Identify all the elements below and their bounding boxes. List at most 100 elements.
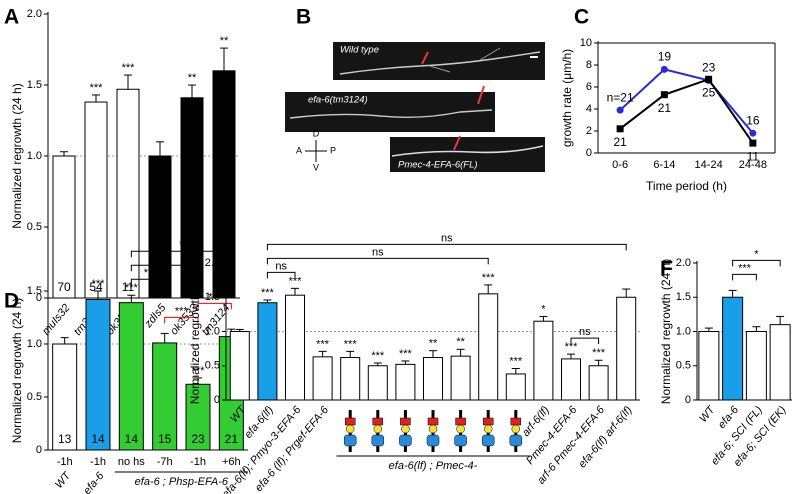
comparison-bracket: [732, 273, 757, 281]
comparison-label: ***: [738, 262, 752, 274]
construct-domain: [510, 417, 522, 426]
comparison-bracket: [266, 243, 627, 251]
comparison-label: ***: [158, 253, 172, 265]
significance: **: [220, 35, 229, 47]
bar: [588, 365, 609, 401]
arrow: [453, 135, 461, 151]
neurite: [391, 145, 544, 157]
bar: [616, 296, 637, 401]
y-axis-label: Normalized regrowth (24 h): [188, 259, 202, 404]
comparison-bracket: [164, 316, 199, 324]
comparison-bracket: [130, 250, 232, 258]
construct-domain: [481, 434, 495, 447]
construct-domain: [456, 424, 465, 434]
significance: ***: [344, 338, 358, 350]
sample-size: 13: [58, 432, 72, 446]
construct-domain: [511, 424, 521, 434]
sample-size: 70: [57, 280, 71, 294]
y-tick-label: 0: [214, 394, 220, 406]
x-tick-label: 0-6: [612, 159, 628, 171]
comparison-bracket: [570, 337, 600, 345]
comparison-bracket: [266, 257, 489, 265]
point-label: 23: [702, 61, 716, 75]
x-tick-label: -1h: [90, 456, 106, 468]
y-tick-label: 1.0: [205, 325, 220, 337]
sample-size: 23: [191, 432, 205, 446]
sample-size: 14: [125, 432, 139, 446]
y-tick-label: 0: [586, 147, 592, 159]
group-label: efa-6(lf) ; Pmec-4-: [389, 460, 478, 472]
y-tick-label: 2.0: [205, 257, 220, 269]
point: [616, 106, 624, 114]
bar: [450, 355, 471, 401]
significance: ***: [565, 341, 579, 353]
panel-letter: A: [4, 6, 19, 29]
comparison-label: *: [754, 248, 759, 260]
construct-domain: [401, 424, 410, 434]
point: [749, 129, 757, 137]
x-tick-label: zdIs5: [142, 301, 169, 330]
construct-domain: [373, 424, 383, 434]
y-tick-label: 2.0: [676, 257, 691, 269]
construct-domain: [482, 417, 494, 426]
image-label: efa-6(tm3124): [308, 95, 368, 106]
compass: [305, 140, 327, 162]
bar: [395, 363, 416, 401]
significance: ***: [592, 347, 606, 359]
bar: [698, 331, 720, 401]
compass-label: V: [313, 162, 319, 172]
panel-letter: C: [574, 6, 589, 29]
construct-domain: [400, 417, 411, 426]
bar: [118, 302, 144, 451]
comparison-bracket: [732, 259, 781, 267]
construct-domain: [483, 424, 493, 434]
significance: ***: [122, 62, 136, 74]
x-axis-label: Time period (h): [646, 179, 727, 193]
sample-size: 15: [158, 432, 172, 446]
y-tick-label: 8: [586, 59, 592, 71]
group-label: efa-6: [81, 469, 107, 494]
y-tick-label: 1.5: [27, 79, 42, 91]
significance: *: [541, 303, 546, 315]
y-tick-label: 0.5: [27, 221, 42, 233]
comparison-label: ***: [208, 291, 222, 303]
y-tick-label: 2: [586, 125, 592, 137]
bar: [52, 343, 78, 451]
arrow: [477, 85, 485, 105]
x-tick-label: 14-24: [695, 159, 723, 171]
bar: [185, 383, 211, 451]
micrograph: [333, 42, 545, 80]
line: [619, 68, 754, 134]
line: [619, 78, 754, 144]
point-label: 16: [746, 113, 760, 127]
x-tick-label: muIs32: [40, 302, 72, 337]
construct-domain: [428, 424, 438, 434]
significance: **: [188, 72, 197, 84]
bar: [722, 296, 744, 401]
y-tick-label: 4: [586, 103, 592, 115]
significance: ***: [125, 282, 139, 294]
bar: [340, 357, 361, 401]
construct-domain: [399, 434, 412, 447]
significance: ***: [399, 348, 413, 360]
significance: **: [429, 338, 438, 350]
point: [705, 75, 713, 83]
construct-domain: [426, 434, 440, 447]
construct-domain: [509, 434, 523, 447]
significance: ***: [482, 272, 496, 284]
bar: [212, 70, 236, 299]
point-label: 25: [702, 85, 716, 99]
construct-domain: [372, 417, 384, 426]
point: [749, 139, 757, 147]
significance: ***: [316, 338, 330, 350]
comparison-label: *: [179, 239, 184, 251]
group-label: efa-6 ; Phsp-EFA-6: [135, 476, 229, 488]
y-tick-label: 1.0: [676, 325, 691, 337]
bar: [229, 331, 250, 401]
x-tick-label: +6h: [222, 456, 241, 468]
x-tick-label: -7h: [157, 456, 173, 468]
bar: [561, 358, 581, 401]
y-tick-label: 0.5: [205, 360, 220, 372]
significance: ***: [92, 278, 106, 290]
bar: [285, 294, 305, 401]
